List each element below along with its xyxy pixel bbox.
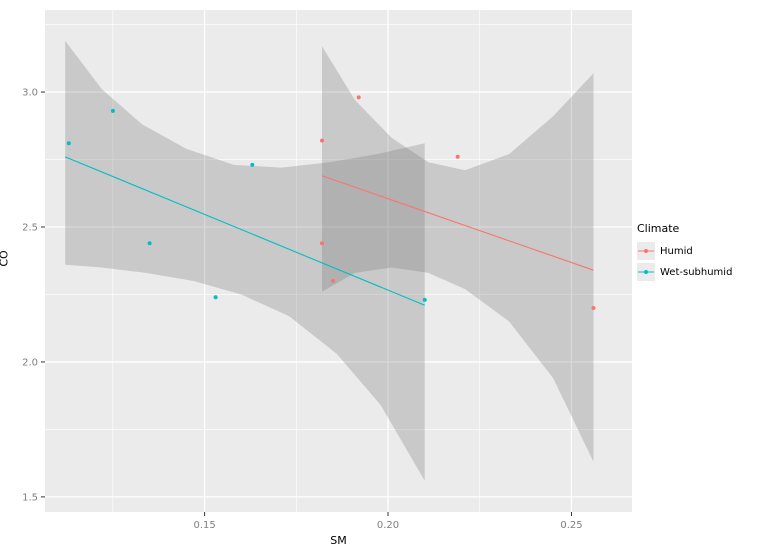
- data-point-wet-subhumid: [147, 241, 152, 246]
- data-point-wet-subhumid: [66, 141, 71, 146]
- legend-key-humid: [637, 242, 655, 260]
- legend-label-wet-subhumid: Wet-subhumid: [660, 266, 733, 278]
- data-point-humid: [591, 306, 596, 310]
- legend-swatch-icon: [638, 249, 654, 253]
- data-point-humid: [356, 95, 361, 100]
- data-point-humid: [455, 154, 460, 159]
- y-axis-title: CO: [0, 250, 11, 267]
- trend-line-humid: [321, 175, 594, 271]
- legend-item-wet-subhumid: Wet-subhumid: [637, 263, 732, 281]
- data-point-wet-subhumid: [250, 162, 255, 167]
- confidence-band-wet-subhumid: [65, 40, 425, 481]
- y-tick-label: 1.5: [22, 492, 38, 503]
- y-tick-label: 2.5: [22, 222, 38, 233]
- data-point-wet-subhumid: [110, 108, 115, 113]
- confidence-band-humid: [322, 46, 594, 462]
- x-tick-label: 0.25: [560, 520, 582, 531]
- data-point-humid: [320, 241, 324, 246]
- x-tick-label: 0.15: [193, 520, 215, 531]
- legend-swatch-icon: [638, 270, 654, 274]
- data-point-humid: [331, 279, 335, 283]
- x-tick-label: 0.20: [377, 520, 399, 531]
- data-point-humid: [320, 138, 324, 143]
- plot-panel: [45, 10, 632, 512]
- legend-label-humid: Humid: [660, 245, 693, 257]
- x-axis-title: SM: [330, 534, 347, 547]
- y-tick-label: 2.0: [22, 357, 38, 368]
- legend-title: Climate: [637, 222, 680, 235]
- data-point-wet-subhumid: [422, 297, 427, 302]
- legend-item-humid: Humid: [637, 242, 732, 260]
- trend-line-wet-subhumid: [64, 156, 425, 306]
- legend-key-wet-subhumid: [637, 263, 655, 281]
- legend: Climate Humid Wet-subhumid: [637, 222, 732, 284]
- data-point-wet-subhumid: [213, 295, 218, 300]
- y-tick-label: 3.0: [22, 88, 38, 99]
